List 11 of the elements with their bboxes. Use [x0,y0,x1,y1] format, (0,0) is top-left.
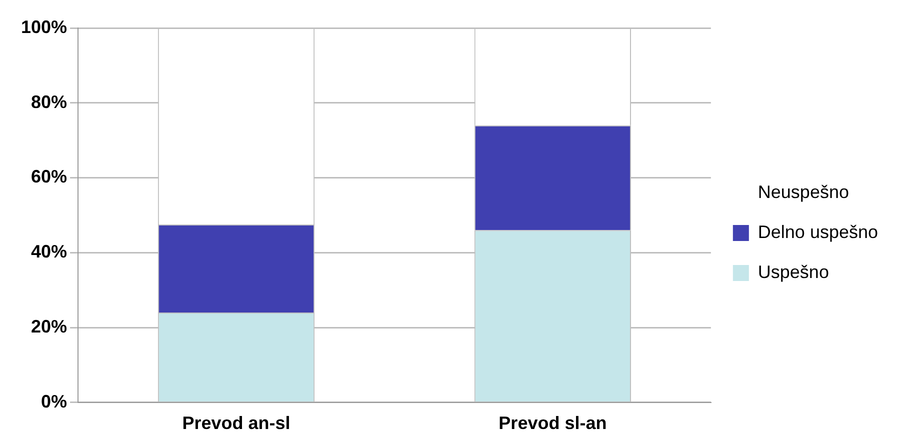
y-tick-label: 20% [31,316,68,336]
x-tick-label: Prevod an-sl [182,413,290,434]
y-tick-label: 0% [41,391,68,412]
legend-label: Delno uspešno [758,222,878,242]
y-tick-label: 60% [31,166,68,187]
y-tick-label: 40% [31,242,68,262]
legend-label: Uspešno [758,262,829,282]
y-tick-label: 80% [31,92,68,112]
y-tick-label: 100% [20,16,68,37]
text: Neuspešno [758,182,849,202]
x-tick-label: Prevod sl-an [498,413,607,434]
